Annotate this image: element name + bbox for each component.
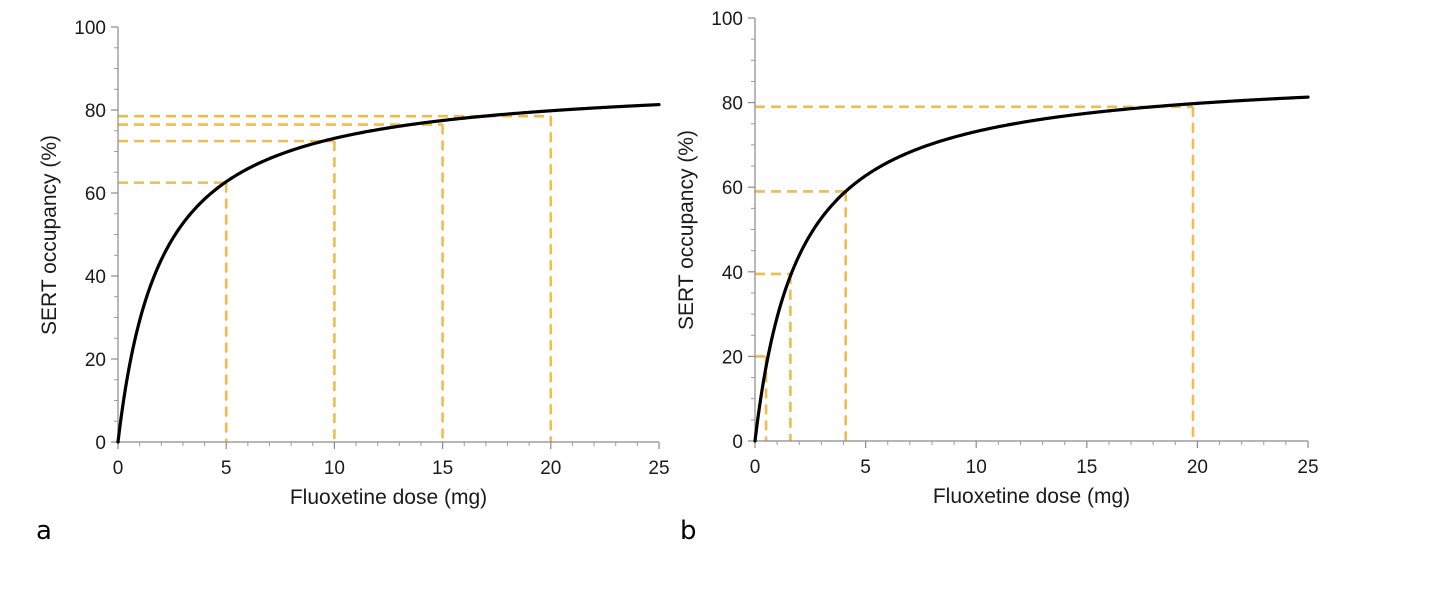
x-tick-label: 5 [221, 458, 232, 479]
chart-panel-a: 0 5 10 15 20 25 0 20 40 60 80 100 Fluoxetine dose (m… [38, 18, 670, 509]
x-tick-label: 10 [324, 458, 345, 479]
x-tick-label: 25 [648, 458, 669, 479]
x-tick-label: 0 [750, 457, 761, 478]
x-tick-label: 10 [966, 457, 987, 478]
y-tick-label: 100 [74, 18, 106, 39]
y-tick-label: 80 [722, 94, 743, 115]
x-tick-label: 20 [1187, 457, 1208, 478]
x-tick-label: 25 [1297, 457, 1318, 478]
occupancy-curve-a [116, 103, 661, 444]
x-tick-label: 15 [432, 458, 453, 479]
x-axis-label: Fluoxetine dose (mg) [933, 485, 1130, 508]
y-tick-label: 60 [85, 184, 106, 205]
x-tick-label: 15 [1076, 457, 1097, 478]
x-tick-label: 5 [860, 457, 871, 478]
y-tick-label: 20 [722, 347, 743, 368]
y-tick-label: 60 [722, 178, 743, 199]
occupancy-curve-b [753, 95, 1310, 443]
x-tick-label: 20 [540, 458, 561, 479]
panel-label-a: a [36, 516, 52, 546]
chart-panel-b: 0 5 10 15 20 25 0 20 40 60 80 100 Fluoxetine dose (m… [675, 9, 1319, 508]
panel-label-b: b [680, 516, 697, 546]
y-axis-label: SERT occupancy (%) [38, 135, 61, 335]
y-tick-label: 20 [85, 350, 106, 371]
x-axis-label: Fluoxetine dose (mg) [290, 486, 487, 509]
y-tick-label: 0 [95, 433, 106, 454]
y-tick-label: 0 [732, 432, 743, 453]
y-tick-label: 100 [711, 9, 743, 30]
x-tick-label: 0 [113, 458, 124, 479]
y-tick-label: 40 [722, 263, 743, 284]
y-axis-label: SERT occupancy (%) [675, 130, 698, 330]
y-tick-label: 40 [85, 267, 106, 288]
y-tick-label: 80 [85, 101, 106, 122]
